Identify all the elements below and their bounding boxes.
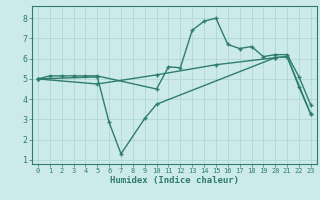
X-axis label: Humidex (Indice chaleur): Humidex (Indice chaleur) (110, 176, 239, 185)
